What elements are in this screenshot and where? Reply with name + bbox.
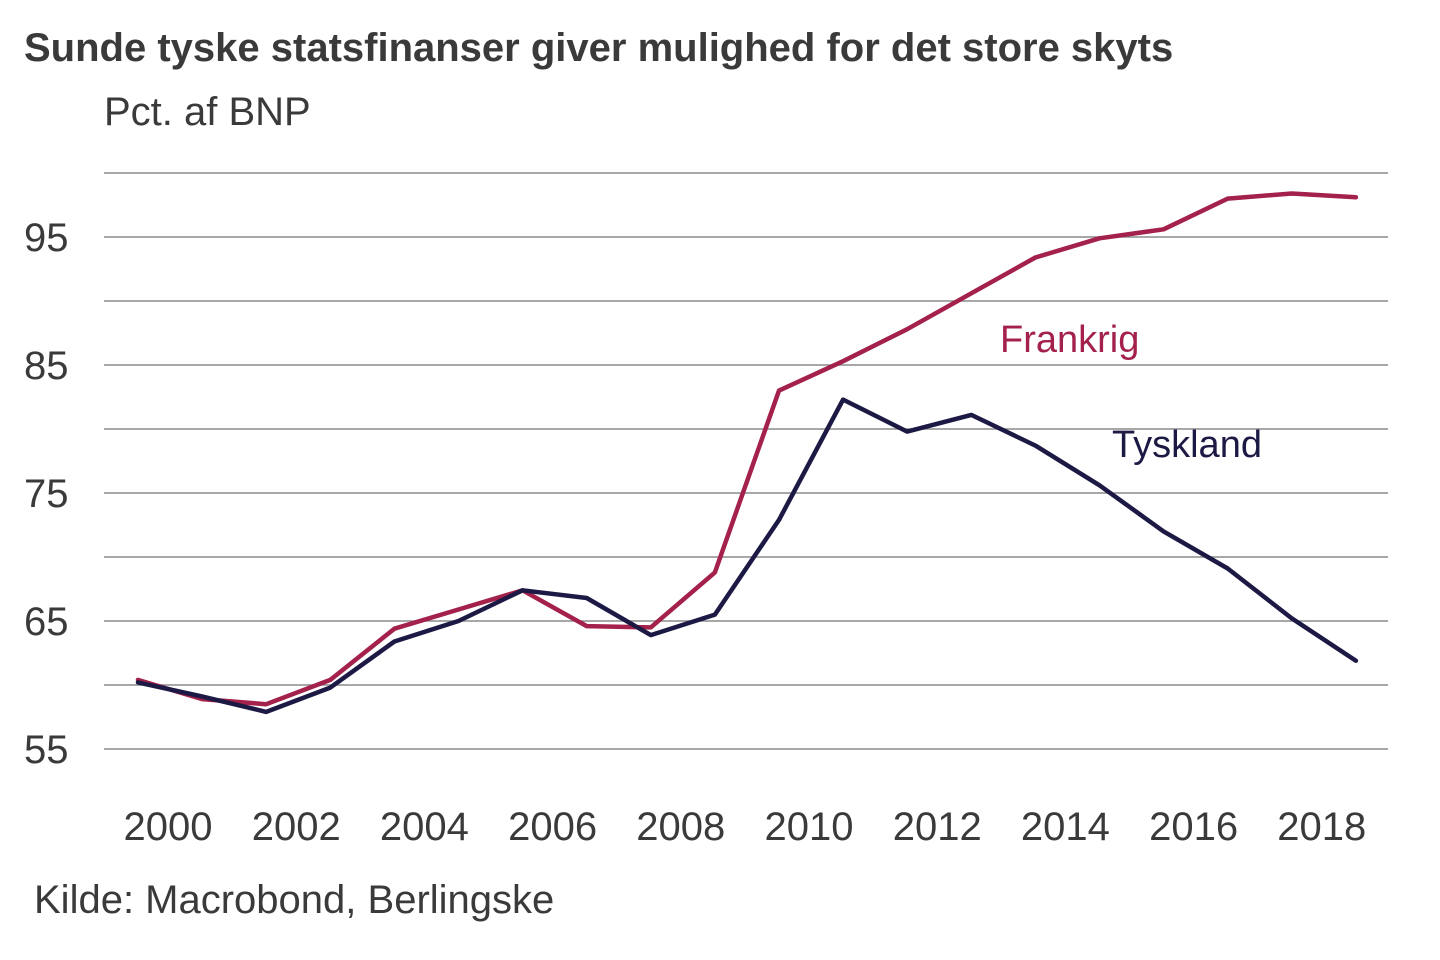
y-tick-label: 75 xyxy=(24,472,69,516)
x-axis-ticks: 2000 2002 2004 2006 2008 2010 2012 2014 2016 2018 xyxy=(124,805,1367,849)
x-tick-label: 2018 xyxy=(1277,805,1366,849)
x-tick-label: 2014 xyxy=(1021,805,1110,849)
x-tick-label: 2016 xyxy=(1149,805,1238,849)
series-line-tyskland xyxy=(135,397,1359,715)
x-tick-label: 2006 xyxy=(508,805,597,849)
y-tick-label: 95 xyxy=(24,216,69,260)
y-tick-label: 85 xyxy=(24,344,69,388)
series-label-tyskland: Tyskland xyxy=(1112,424,1262,466)
x-tick-label: 2010 xyxy=(765,805,854,849)
chart-title: Sunde tyske statsfinanser giver mulighed… xyxy=(24,26,1174,70)
gridlines xyxy=(104,172,1388,750)
x-tick-label: 2008 xyxy=(636,805,725,849)
series-lines xyxy=(135,191,1359,715)
x-tick-label: 2000 xyxy=(124,805,213,849)
y-tick-label: 65 xyxy=(24,600,69,644)
y-axis-unit-label: Pct. af BNP xyxy=(104,90,311,134)
x-tick-label: 2004 xyxy=(380,805,469,849)
series-line-frankrig xyxy=(135,191,1359,707)
series-labels: Frankrig Tyskland xyxy=(1000,319,1262,466)
y-axis-ticks: 55 65 75 85 95 xyxy=(24,216,69,772)
y-tick-label: 55 xyxy=(24,728,69,772)
source-note: Kilde: Macrobond, Berlingske xyxy=(34,878,555,922)
x-tick-label: 2012 xyxy=(893,805,982,849)
x-tick-label: 2002 xyxy=(252,805,341,849)
series-label-frankrig: Frankrig xyxy=(1000,319,1139,361)
